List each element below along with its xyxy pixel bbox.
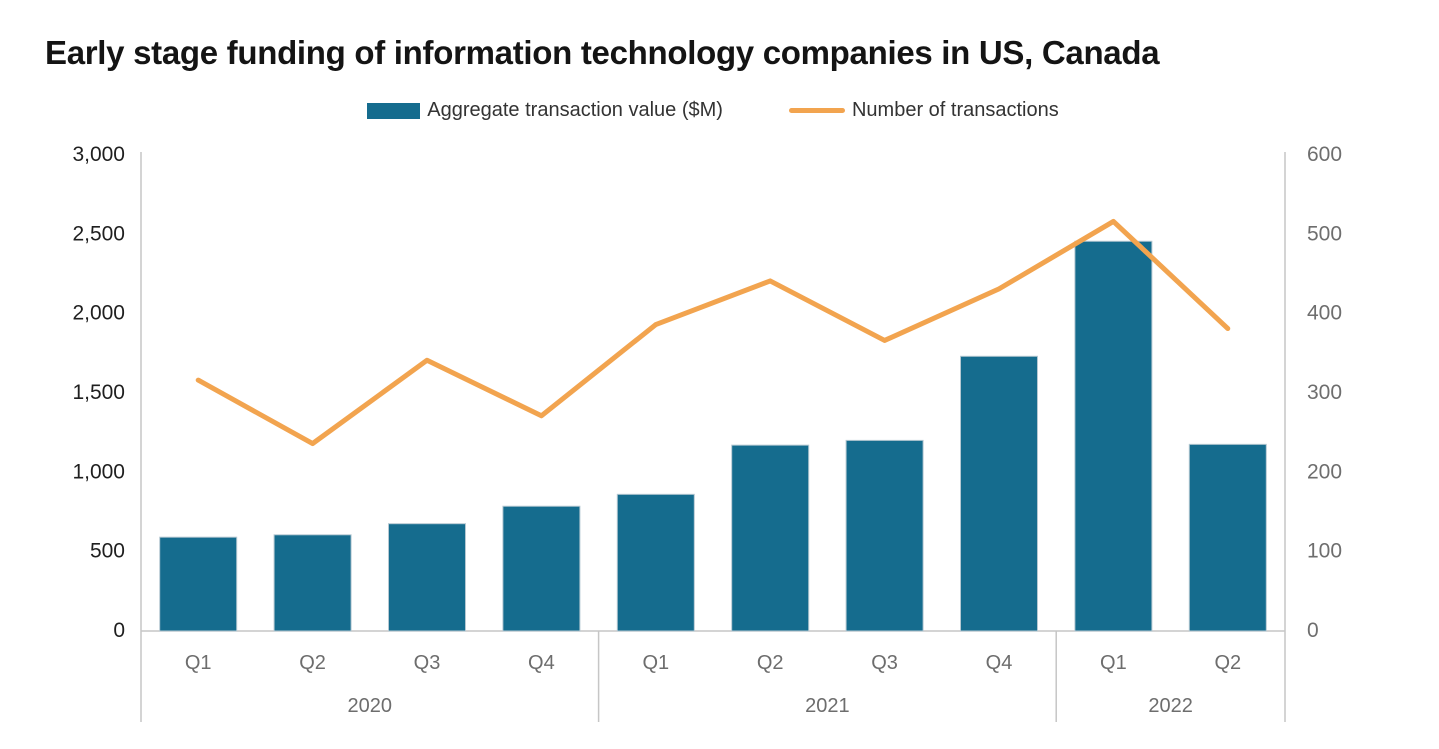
right-axis-tick-label: 500 <box>1307 222 1342 245</box>
quarter-label: Q1 <box>185 652 212 674</box>
bar <box>731 444 810 632</box>
bar <box>273 534 352 632</box>
legend: Aggregate transaction value ($M) Number … <box>141 99 1285 122</box>
bar <box>1074 240 1153 632</box>
quarter-label: Q4 <box>986 652 1013 674</box>
right-axis-tick-label: 400 <box>1307 302 1342 325</box>
transactions-line <box>195 218 1231 447</box>
quarter-label: Q1 <box>1100 652 1127 674</box>
right-axis-tick-label: 300 <box>1307 381 1342 404</box>
left-axis-tick-label: 3,000 <box>72 143 125 166</box>
bar <box>960 355 1038 632</box>
bar <box>388 523 466 632</box>
bar <box>1188 443 1267 632</box>
quarter-label: Q3 <box>414 652 441 674</box>
legend-label-bar-series: Aggregate transaction value ($M) <box>427 99 723 121</box>
left-axis-tick-label: 500 <box>90 540 125 563</box>
left-axis-tick-label: 2,500 <box>72 222 125 245</box>
year-label: 2021 <box>805 695 850 717</box>
bar <box>616 493 695 632</box>
legend-item-bar-series: Aggregate transaction value ($M) <box>367 99 723 122</box>
left-axis-tick-label: 1,500 <box>72 381 125 404</box>
quarter-label: Q2 <box>299 652 326 674</box>
year-label: 2022 <box>1148 695 1193 717</box>
left-axis-tick-label: 1,000 <box>72 460 125 483</box>
right-axis-tick-label: 600 <box>1307 143 1342 166</box>
bar <box>502 505 581 632</box>
legend-label-line-series: Number of transactions <box>851 99 1059 121</box>
quarter-label: Q4 <box>528 652 555 674</box>
quarter-label: Q2 <box>757 652 784 674</box>
year-label: 2020 <box>348 695 393 717</box>
bar <box>845 439 924 632</box>
bar <box>159 536 238 632</box>
right-axis-tick-label: 100 <box>1307 540 1342 563</box>
left-axis-tick-label: 2,000 <box>72 302 125 325</box>
left-axis-tick-label: 0 <box>113 619 125 642</box>
quarter-label: Q1 <box>642 652 669 674</box>
chart-title: Early stage funding of information techn… <box>45 34 1160 71</box>
bar-series-swatch-icon <box>367 102 421 119</box>
right-axis-tick-label: 200 <box>1307 460 1342 483</box>
legend-item-line-series: Number of transactions <box>788 99 1059 122</box>
line-series-swatch-icon <box>788 108 845 113</box>
quarter-label: Q3 <box>871 652 898 674</box>
quarter-label: Q2 <box>1214 652 1241 674</box>
right-axis-tick-label: 0 <box>1307 619 1319 642</box>
